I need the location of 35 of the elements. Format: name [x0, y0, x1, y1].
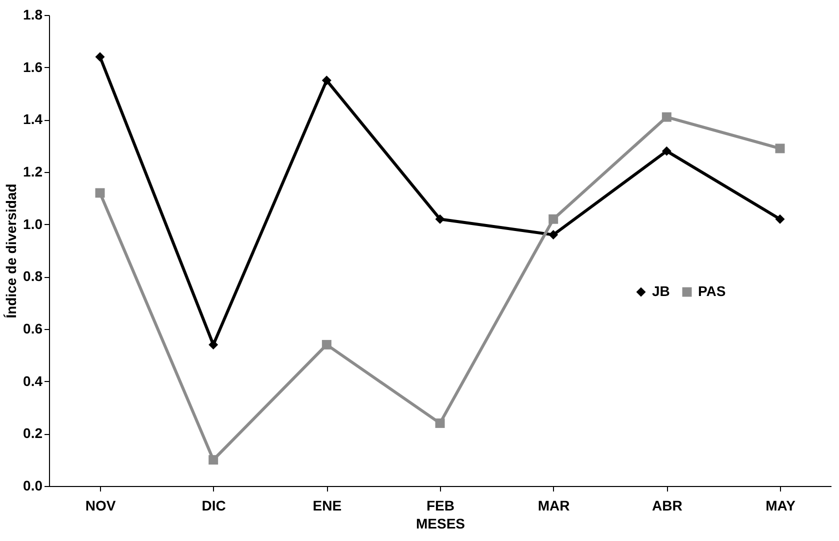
point: [435, 214, 445, 224]
point: [548, 230, 558, 240]
point: [208, 340, 218, 350]
legend-label: JB: [652, 283, 670, 299]
point: [322, 76, 332, 86]
y-tick-label: 1.6: [23, 58, 43, 75]
y-tick-label: 0.8: [23, 268, 43, 284]
x-tick-label: ENE: [312, 498, 342, 514]
point: [95, 52, 105, 62]
x-tick-label: FEB: [426, 498, 454, 514]
point: [775, 144, 785, 154]
point: [548, 214, 558, 224]
x-tick-label: NOV: [85, 498, 116, 514]
point: [435, 418, 445, 428]
x-tick-label: MAY: [766, 498, 796, 514]
x-tick-label: DIC: [202, 498, 226, 514]
y-tick-label: 0.0: [23, 478, 43, 494]
x-tick-label: MAR: [538, 498, 570, 514]
y-axis-title: Índice de diversidad: [3, 184, 20, 318]
point: [775, 214, 785, 224]
y-tick-label: 0.6: [23, 320, 43, 336]
point: [208, 455, 218, 465]
x-axis-title: MESES: [416, 516, 466, 532]
x-tick-label: ABR: [652, 498, 682, 514]
y-tick-label: 1.2: [23, 164, 43, 180]
y-tick-label: 1.0: [23, 216, 43, 232]
y-tick-label: 1.4: [23, 111, 43, 128]
y-tick-label: 1.8: [23, 6, 43, 22]
y-tick-label: 0.2: [23, 425, 43, 442]
point: [662, 146, 672, 156]
point: [322, 340, 332, 350]
y-tick-label: 0.4: [23, 372, 43, 389]
legend-label: PAS: [698, 283, 726, 299]
point: [95, 188, 105, 198]
point: [662, 112, 672, 122]
